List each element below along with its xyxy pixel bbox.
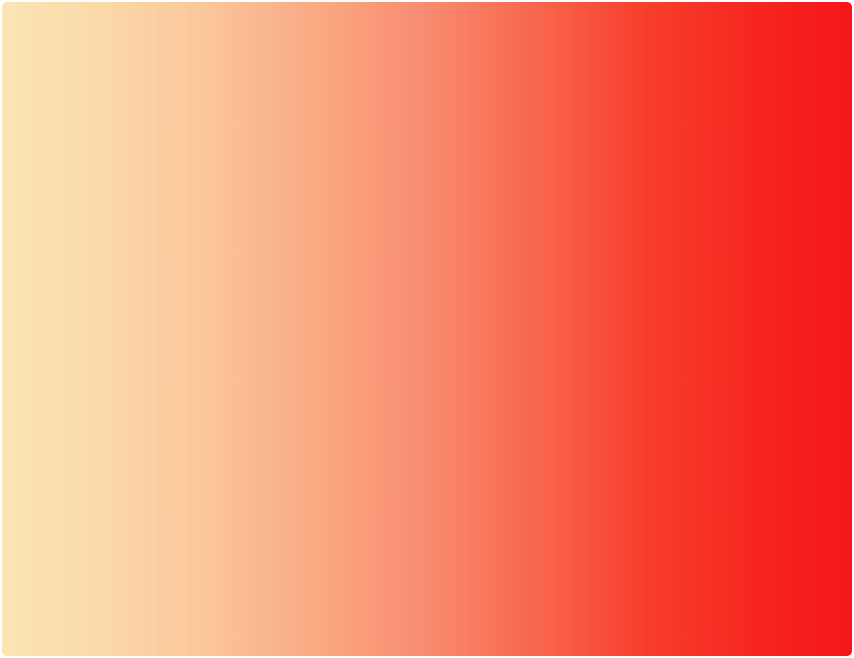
gradient-canvas (2, 2, 852, 656)
page-background (0, 0, 854, 658)
